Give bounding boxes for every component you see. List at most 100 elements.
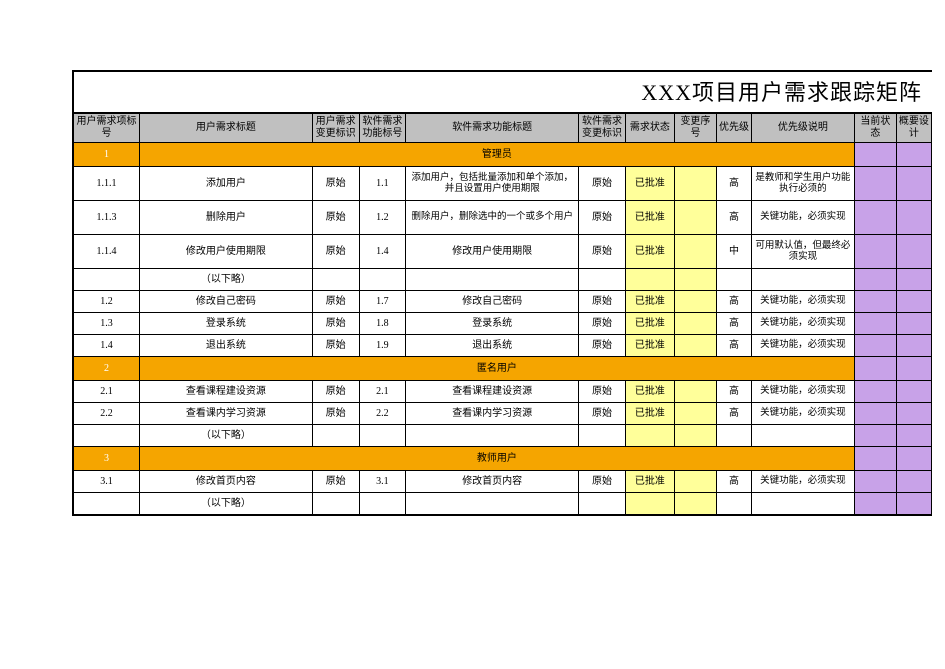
cell-priority-desc: 关键功能，必须实现 [752,381,855,403]
section-admin: 1 管理员 [74,143,932,167]
cell-sw-change: 原始 [579,235,626,269]
col-header: 软件需求功能标题 [406,114,579,143]
col-header: 用户需求标题 [139,114,312,143]
cell-change-seq [674,335,716,357]
cell-priority: 中 [716,235,751,269]
cell-status [854,403,896,425]
table-row: 1.3 登录系统 原始 1.8 登录系统 原始 已批准 高 关键功能，必须实现 [74,313,932,335]
cell-change-flag: 原始 [312,471,359,493]
cell-req-state: 已批准 [625,335,674,357]
cell-omit: （以下略） [139,493,312,515]
cell-sw-title: 删除用户，删除选中的一个或多个用户 [406,201,579,235]
cell-status [854,291,896,313]
cell-req-state: 已批准 [625,167,674,201]
cell-req-state: 已批准 [625,201,674,235]
cell-priority: 高 [716,403,751,425]
cell-sw-id: 2.1 [359,381,406,403]
matrix-table: 用户需求项标号 用户需求标题 用户需求变更标识 软件需求功能标号 软件需求功能标… [74,114,932,515]
cell-sw-id: 3.1 [359,471,406,493]
cell-req-id: 3.1 [74,471,139,493]
cell-change-flag: 原始 [312,313,359,335]
cell-status [854,357,896,381]
cell [674,493,716,515]
cell [312,269,359,291]
cell-status [854,143,896,167]
cell [896,425,931,447]
cell-req-id: 1.1.4 [74,235,139,269]
cell-priority: 高 [716,471,751,493]
cell-design [896,335,931,357]
sheet-title: XXX项目用户需求跟踪矩阵 [74,72,932,114]
col-header: 用户需求项标号 [74,114,139,143]
cell-priority-desc: 关键功能，必须实现 [752,471,855,493]
cell-req-title: 删除用户 [139,201,312,235]
col-header: 优先级 [716,114,751,143]
cell-req-state: 已批准 [625,403,674,425]
table-row-omit: （以下略） [74,493,932,515]
cell-sw-change: 原始 [579,201,626,235]
cell-status [854,167,896,201]
cell-status [854,381,896,403]
cell-change-seq [674,291,716,313]
cell-design [896,471,931,493]
cell-status [854,235,896,269]
cell-priority: 高 [716,167,751,201]
cell-priority-desc: 关键功能，必须实现 [752,403,855,425]
cell [854,269,896,291]
cell [406,493,579,515]
section-id: 3 [74,447,139,471]
table-row: 1.1.3 删除用户 原始 1.2 删除用户，删除选中的一个或多个用户 原始 已… [74,201,932,235]
cell-sw-title: 添加用户，包括批量添加和单个添加，并且设置用户使用期限 [406,167,579,201]
cell-sw-id: 1.9 [359,335,406,357]
header-row: 用户需求项标号 用户需求标题 用户需求变更标识 软件需求功能标号 软件需求功能标… [74,114,932,143]
section-label: 教师用户 [139,447,854,471]
cell-req-title: 修改用户使用期限 [139,235,312,269]
cell-priority: 高 [716,201,751,235]
cell-sw-title: 登录系统 [406,313,579,335]
cell-omit: （以下略） [139,269,312,291]
cell-sw-title: 退出系统 [406,335,579,357]
cell-change-seq [674,201,716,235]
cell-sw-id: 1.7 [359,291,406,313]
cell-change-flag: 原始 [312,201,359,235]
cell [752,269,855,291]
cell [579,269,626,291]
section-id: 2 [74,357,139,381]
cell-req-title: 退出系统 [139,335,312,357]
cell-status [854,447,896,471]
cell [625,425,674,447]
cell-req-title: 添加用户 [139,167,312,201]
cell-req-id: 1.3 [74,313,139,335]
cell-req-id: 1.1.1 [74,167,139,201]
cell-change-flag: 原始 [312,403,359,425]
cell [674,269,716,291]
cell [74,493,139,515]
col-header: 软件需求变更标识 [579,114,626,143]
cell-req-id: 2.2 [74,403,139,425]
cell-req-state: 已批准 [625,235,674,269]
cell-change-flag: 原始 [312,381,359,403]
cell-change-seq [674,381,716,403]
cell-sw-change: 原始 [579,471,626,493]
cell-req-id: 1.4 [74,335,139,357]
cell [896,269,931,291]
cell-design [896,167,931,201]
cell [716,493,751,515]
col-header: 概要设计 [896,114,931,143]
cell [716,269,751,291]
cell [406,269,579,291]
cell-sw-title: 修改用户使用期限 [406,235,579,269]
cell-sw-change: 原始 [579,335,626,357]
cell-design [896,357,931,381]
col-header: 需求状态 [625,114,674,143]
cell-change-seq [674,313,716,335]
cell [716,425,751,447]
cell [359,493,406,515]
cell-status [854,201,896,235]
table-row-omit: （以下略） [74,425,932,447]
cell-change-seq [674,235,716,269]
table-row: 1.4 退出系统 原始 1.9 退出系统 原始 已批准 高 关键功能，必须实现 [74,335,932,357]
section-label: 匿名用户 [139,357,854,381]
cell-design [896,403,931,425]
cell-change-flag: 原始 [312,291,359,313]
